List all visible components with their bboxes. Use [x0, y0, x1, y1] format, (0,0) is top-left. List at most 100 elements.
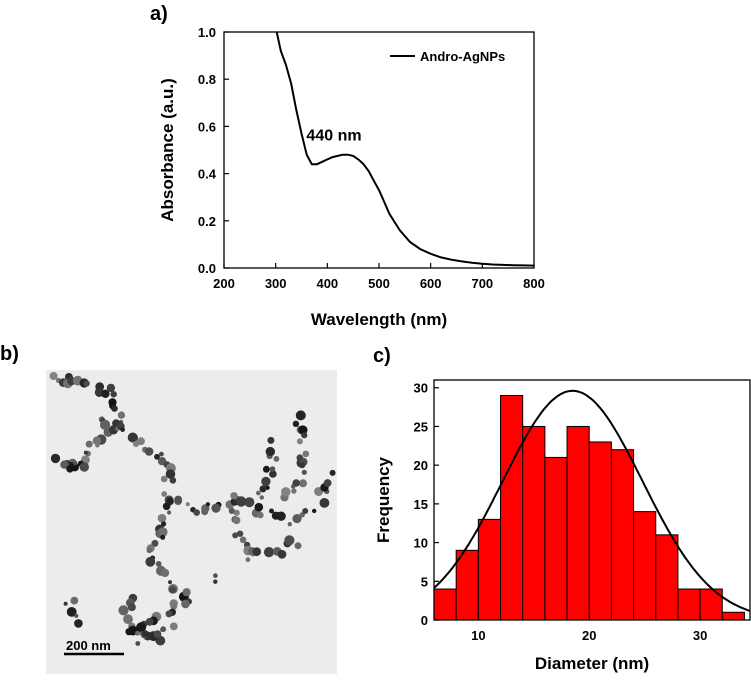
histogram-bar: [588, 441, 612, 621]
x-tick-label: 30: [693, 628, 707, 643]
nanoparticle: [63, 601, 68, 606]
nanoparticle: [160, 626, 167, 633]
nanoparticle: [236, 530, 244, 537]
nanoparticle: [74, 613, 79, 619]
histogram-bars: [433, 394, 745, 621]
y-axis-title: Frequency: [374, 456, 393, 543]
nanoparticle: [267, 436, 275, 444]
nanoparticle: [117, 411, 126, 419]
nanoparticle: [265, 446, 275, 457]
nanoparticle: [312, 508, 317, 514]
x-axis-title: Wavelength (nm): [311, 310, 447, 329]
nanoparticle: [79, 462, 90, 472]
y-tick-label: 0.2: [198, 214, 216, 229]
x-tick-label: 20: [582, 628, 596, 643]
nanoparticle: [160, 534, 166, 540]
nanoparticle: [169, 477, 177, 484]
nanoparticle: [299, 462, 306, 469]
nanoparticle: [151, 539, 159, 547]
nanoparticle: [245, 557, 251, 563]
y-tick-label: 0.0: [198, 261, 216, 276]
nanoparticle: [127, 603, 136, 612]
nanoparticle: [159, 451, 164, 457]
nanoparticle: [239, 536, 247, 544]
y-tick-label: 30: [414, 381, 428, 396]
nanoparticle: [257, 511, 264, 519]
y-tick-label: 0: [421, 613, 428, 628]
nanoparticle: [166, 497, 174, 506]
x-tick-label: 800: [523, 276, 545, 291]
nanoparticle: [106, 383, 116, 393]
nanoparticle: [111, 405, 118, 412]
nanoparticle: [160, 475, 168, 483]
nanoparticle: [85, 440, 93, 448]
x-ticks: 10 20 30: [471, 615, 707, 643]
nanoparticle: [262, 465, 270, 473]
nanoparticle: [287, 522, 292, 527]
nanoparticle: [273, 456, 280, 462]
nanoparticle: [83, 450, 88, 455]
y-tick-label: 20: [414, 458, 428, 473]
y-tick-label: 25: [414, 419, 428, 434]
y-tick-label: 0.4: [198, 167, 217, 182]
nanoparticle: [264, 549, 270, 556]
panel-label-b: b): [0, 343, 19, 365]
x-tick-label: 500: [368, 276, 390, 291]
histogram-bar: [433, 588, 457, 621]
nanoparticle: [292, 479, 301, 487]
nanoparticle: [252, 547, 262, 557]
nanoparticle: [256, 490, 261, 496]
nanoparticle: [291, 488, 297, 494]
nanoparticle: [259, 485, 267, 493]
nanoparticle: [60, 460, 69, 469]
nanoparticle: [145, 617, 154, 626]
nanoparticle: [123, 614, 133, 624]
y-tick-label: 10: [414, 536, 428, 551]
nanoparticle: [95, 443, 100, 448]
x-tick-label: 600: [420, 276, 442, 291]
gaussian-fit-line: [433, 389, 751, 612]
nanoparticle: [294, 542, 302, 550]
nanoparticle: [101, 389, 110, 398]
nanoparticle: [292, 420, 300, 427]
histogram-bar: [566, 425, 590, 621]
nanoparticle: [127, 432, 138, 443]
nanoparticle: [169, 622, 178, 631]
nanoparticle: [232, 499, 237, 505]
nanoparticle: [228, 507, 235, 514]
y-tick-label: 1.0: [198, 25, 216, 40]
nanoparticle: [296, 438, 303, 445]
nanoparticle: [254, 502, 264, 512]
y-axis-title: Absorbance (a.u.): [158, 78, 177, 222]
nanoparticle: [70, 596, 79, 605]
nanoparticle: [182, 588, 191, 597]
nanoparticle: [160, 568, 170, 578]
y-ticks: 0 5 10 15 20 25 30: [414, 381, 439, 628]
legend-label: Andro-AgNPs: [420, 49, 505, 64]
nanoparticle: [72, 460, 78, 466]
nanoparticle: [295, 410, 306, 421]
nanoparticle: [167, 510, 172, 515]
nanoparticle: [292, 514, 302, 524]
plot-frame: [433, 379, 751, 621]
nanoparticle: [161, 491, 168, 497]
y-tick-label: 5: [421, 574, 428, 589]
nanoparticle: [236, 496, 247, 507]
nanoparticle: [170, 603, 178, 610]
nanoparticle: [301, 432, 308, 439]
nanoparticle-clusters: [49, 372, 336, 646]
y-tick-label: 0.6: [198, 119, 216, 134]
nanoparticle: [141, 630, 149, 638]
nanoparticle: [329, 469, 336, 476]
nanoparticle: [146, 547, 153, 554]
y-ticks: 0.0 0.2 0.4 0.6 0.8 1.0: [198, 25, 229, 276]
nanoparticle: [244, 497, 255, 508]
size-histogram: 10 20 30 0 5 10 15 20 25 30 Diameter (nm) Freque…: [374, 379, 751, 673]
nanoparticle: [232, 532, 239, 539]
nanoparticle: [50, 453, 61, 464]
nanoparticle: [302, 450, 310, 458]
nanoparticle: [155, 561, 162, 567]
histogram-bar: [544, 456, 568, 621]
nanoparticle: [120, 427, 125, 432]
nanoparticle: [144, 447, 154, 456]
